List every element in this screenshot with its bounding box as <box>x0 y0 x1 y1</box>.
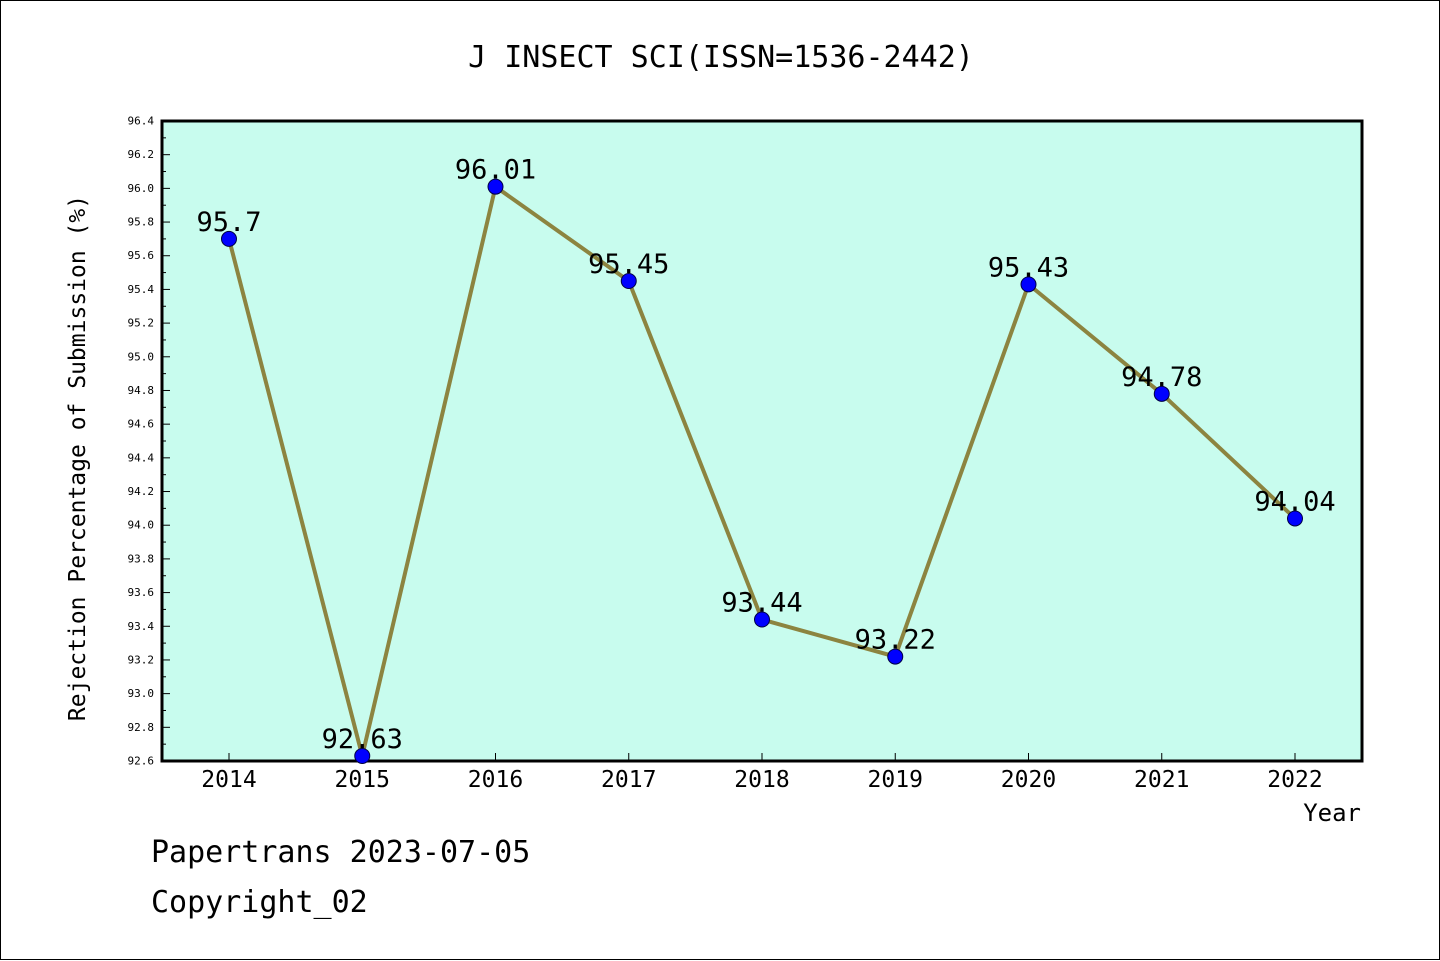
data-label: 93.44 <box>721 588 802 619</box>
y-tick-label: 96.2 <box>128 148 155 161</box>
data-label: 95.43 <box>988 252 1069 283</box>
y-tick-label: 96.4 <box>128 115 155 128</box>
data-label: 93.22 <box>855 625 936 656</box>
x-axis-label: Year <box>1303 799 1361 827</box>
data-point <box>487 178 504 195</box>
x-tick-label: 2019 <box>868 767 923 793</box>
data-point <box>1153 385 1170 402</box>
data-label: 96.01 <box>455 155 536 186</box>
y-axis: 92.6 92.8 93.0 93.2 93.4 93.6 93.8 94.0 94.2 94.4… <box>128 115 170 768</box>
series-group <box>221 178 1303 764</box>
y-tick-label: 93.4 <box>128 620 155 633</box>
y-tick-label: 93.2 <box>128 653 155 666</box>
y-tick-label: 95.8 <box>128 216 155 229</box>
x-tick-label: 2021 <box>1134 767 1189 793</box>
data-labels-group: 95.7 92.63 96.01 95.45 93.44 93.22 95.43 94.78 9… <box>196 155 1335 755</box>
y-tick-label: 94.6 <box>128 418 155 431</box>
y-tick-label: 95.0 <box>128 350 155 363</box>
y-tick-label: 94.2 <box>128 485 155 498</box>
y-tick-label: 93.6 <box>128 586 155 599</box>
y-tick-label: 92.8 <box>128 721 155 734</box>
y-tick-label: 95.2 <box>128 317 155 330</box>
data-point <box>354 747 371 764</box>
plot-area <box>160 119 1364 763</box>
data-label: 94.78 <box>1121 362 1202 393</box>
footer-copyright-text: Copyright_02 <box>151 885 368 920</box>
y-tick-label: 95.6 <box>128 249 155 262</box>
x-tick-label: 2016 <box>468 767 523 793</box>
x-tick-label: 2020 <box>1001 767 1056 793</box>
y-tick-label: 93.0 <box>128 687 155 700</box>
y-tick-label: 94.8 <box>128 384 155 397</box>
y-tick-label: 95.4 <box>128 283 155 296</box>
y-tick-label: 94.0 <box>128 519 155 532</box>
x-tick-label: 2014 <box>201 767 256 793</box>
y-tick-label: 94.4 <box>128 451 155 464</box>
data-point <box>887 648 904 665</box>
y-tick-label: 92.6 <box>128 755 155 768</box>
data-label: 95.7 <box>196 207 261 238</box>
x-tick-label: 2022 <box>1267 767 1322 793</box>
chart-title: J INSECT SCI(ISSN=1536-2442) <box>468 40 974 75</box>
data-label: 95.45 <box>588 249 669 280</box>
y-tick-label: 93.8 <box>128 552 155 565</box>
y-axis-label: Rejection Percentage of Submission (%) <box>65 195 91 721</box>
x-axis: 2014 2015 2016 2017 2018 2019 2020 2021 2022 <box>201 753 1323 793</box>
data-point <box>1287 510 1303 527</box>
data-point <box>1020 276 1037 293</box>
data-point <box>754 611 770 628</box>
x-tick-label: 2017 <box>601 767 656 793</box>
x-tick-label: 2015 <box>335 767 390 793</box>
data-label: 92.63 <box>322 724 403 755</box>
footer-date-text: Papertrans 2023-07-05 <box>151 835 531 870</box>
data-point <box>620 273 637 289</box>
y-tick-label: 96.0 <box>128 182 155 195</box>
data-label: 94.04 <box>1254 486 1335 517</box>
data-point <box>221 230 237 247</box>
x-tick-label: 2018 <box>734 767 789 793</box>
